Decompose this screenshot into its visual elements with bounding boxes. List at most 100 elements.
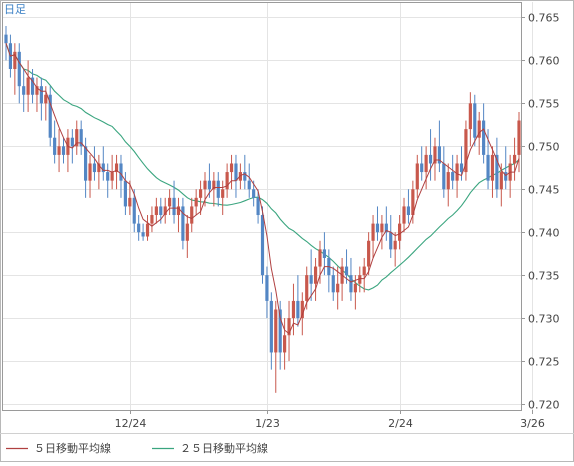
candle-body-up: [97, 163, 101, 173]
candle-body-down: [53, 137, 57, 155]
candle-body-up: [168, 197, 172, 207]
candle-body-down: [459, 163, 464, 173]
candle-body-up: [274, 309, 278, 353]
candle-body-down: [278, 309, 282, 353]
candle-body-down: [172, 197, 176, 216]
candle-body-up: [362, 266, 366, 276]
candle-body-up: [499, 172, 503, 190]
candle-body-down: [48, 94, 52, 138]
candle-body-down: [256, 197, 260, 216]
candle-body-up: [313, 266, 318, 284]
candle-body-down: [61, 146, 66, 155]
candle-body-down: [252, 189, 256, 198]
candle-body-up: [57, 146, 61, 155]
y-tick-label: 0.755: [528, 98, 560, 111]
candle-body-up: [455, 163, 459, 181]
candle-body-up: [114, 163, 119, 173]
x-tick-label: 2/24: [388, 417, 413, 430]
candle-body-down: [389, 232, 393, 250]
candle-body-up: [283, 335, 287, 353]
candles-group: [4, 26, 521, 393]
candle-body-up: [300, 300, 304, 319]
y-tick-label: 0.735: [528, 270, 560, 283]
candle-body-up: [154, 206, 158, 216]
candle-body-up: [221, 189, 225, 198]
candle-body-up: [212, 180, 216, 190]
candle-body-up: [424, 154, 428, 173]
candle-body-up: [150, 215, 154, 224]
ma25-line: [5, 43, 520, 291]
candle-body-down: [106, 172, 110, 181]
candle-body-up: [517, 120, 521, 155]
y-tick-label: 0.765: [528, 12, 560, 25]
candle-body-up: [490, 154, 495, 181]
candle-body-up: [203, 180, 207, 190]
candle-body-down: [141, 232, 145, 237]
legend-label: ２５日移動平均線: [180, 441, 268, 455]
candle-body-down: [504, 172, 508, 181]
candle-body-up: [402, 206, 406, 224]
candle-body-down: [101, 163, 105, 173]
candle-body-up: [415, 163, 419, 190]
candle-body-up: [512, 154, 517, 164]
candle-body-down: [207, 180, 212, 190]
y-tick-label: 0.750: [528, 141, 560, 154]
candle-body-up: [433, 146, 437, 164]
candle-body-up: [371, 223, 375, 241]
ma5-group: [5, 43, 520, 335]
candle-body-down: [344, 266, 349, 276]
candle-body-down: [473, 103, 477, 138]
candle-body-up: [185, 223, 189, 241]
candle-body-up: [190, 206, 194, 224]
candle-body-up: [35, 86, 39, 95]
candle-body-down: [442, 163, 446, 190]
candle-body-down: [17, 51, 21, 87]
candle-body-up: [145, 223, 150, 237]
candle-body-up: [238, 172, 242, 181]
candle-body-down: [84, 146, 88, 181]
candle-body-up: [44, 94, 48, 104]
candle-body-down: [247, 180, 251, 190]
candle-body-down: [495, 154, 499, 190]
candle-body-up: [393, 240, 397, 250]
candle-body-down: [309, 275, 313, 284]
candle-body-up: [291, 300, 296, 319]
candle-body-down: [260, 215, 265, 276]
candle-body-up: [353, 283, 357, 293]
x-tick-label: 12/24: [115, 417, 147, 430]
candle-body-up: [110, 172, 114, 181]
candle-body-up: [176, 206, 181, 216]
candle-body-down: [482, 120, 486, 155]
candle-body-down: [181, 206, 185, 241]
timeframe-label[interactable]: 日足: [4, 3, 26, 16]
candle-body-down: [132, 197, 136, 224]
y-axis: 0.765 0.760 0.755 0.750 0.745 0.740 0.735 0.730…: [521, 12, 560, 412]
candle-body-down: [451, 172, 455, 181]
candle-body-down: [375, 223, 380, 233]
candle-body-down: [265, 275, 269, 301]
candle-body-down: [406, 206, 411, 216]
ma25-group: [5, 43, 520, 291]
candle-body-down: [486, 154, 490, 181]
ma5-line: [5, 43, 520, 335]
legend: ５日移動平均線 ２５日移動平均線: [6, 441, 268, 455]
candle-body-down: [30, 77, 35, 95]
candle-body-up: [464, 129, 468, 173]
candle-body-up: [398, 223, 402, 241]
candle-body-down: [39, 86, 43, 104]
candle-body-up: [358, 275, 362, 284]
y-tick-label: 0.745: [528, 184, 560, 197]
candle-body-up: [305, 275, 309, 301]
plot-border: [2, 2, 522, 411]
candle-body-down: [123, 180, 127, 207]
candle-body-down: [331, 275, 335, 293]
candle-body-up: [446, 172, 450, 190]
candle-body-down: [322, 249, 327, 258]
candle-body-up: [13, 51, 17, 69]
candle-body-up: [287, 318, 291, 336]
candle-body-down: [420, 163, 424, 173]
candle-body-down: [70, 137, 74, 147]
candle-body-down: [119, 163, 123, 181]
